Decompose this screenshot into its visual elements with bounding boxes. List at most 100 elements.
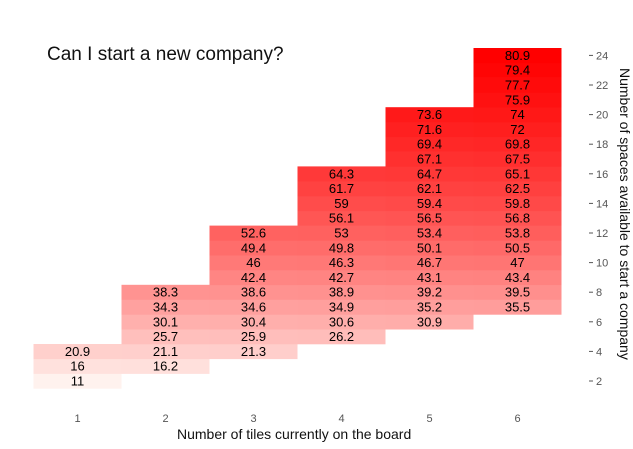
heatmap-cell-label: 61.7 (329, 181, 354, 196)
heatmap-cell (385, 240, 474, 256)
heatmap-cell-label: 34.3 (153, 300, 178, 315)
heatmap-cell (121, 358, 210, 374)
heatmap-cell-label: 26.2 (329, 329, 354, 344)
heatmap-cell-label: 47 (510, 255, 524, 270)
heatmap-cell (473, 136, 562, 152)
heatmap-cell (473, 151, 562, 167)
x-tick-label: 3 (250, 413, 256, 425)
heatmap-cell (385, 270, 474, 286)
heatmap-cell-label: 62.5 (505, 181, 530, 196)
heatmap-cell (385, 122, 474, 138)
heatmap-cell (473, 255, 562, 271)
x-tick-label: 4 (338, 413, 344, 425)
heatmap-cell (385, 181, 474, 197)
heatmap-cell-label: 65.1 (505, 166, 530, 181)
heatmap-cell (121, 344, 210, 360)
heatmap-cell (209, 344, 298, 360)
heatmap-cell (473, 62, 562, 78)
y-tick-label: 8 (596, 287, 602, 299)
y-tick-label: 4 (596, 346, 602, 358)
heatmap-cell (385, 136, 474, 152)
heatmap-cell (297, 240, 386, 256)
heatmap-cell-label: 39.2 (417, 285, 442, 300)
y-tick-label: 20 (596, 110, 608, 122)
heatmap-cell-label: 53 (334, 226, 348, 241)
heatmap-cell-label: 42.4 (241, 270, 266, 285)
heatmap-cell (473, 225, 562, 241)
heatmap-cell (209, 225, 298, 241)
heatmap-cell-label: 30.4 (241, 314, 266, 329)
heatmap-cell-label: 25.9 (241, 329, 266, 344)
heatmap-cell (473, 299, 562, 315)
heatmap-cell (297, 181, 386, 197)
heatmap-cell-label: 69.4 (417, 137, 442, 152)
y-tick-label: 10 (596, 258, 608, 270)
heatmap-cell-label: 38.3 (153, 285, 178, 300)
heatmap-cell-label: 35.5 (505, 300, 530, 315)
y-tick-label: 14 (596, 198, 608, 210)
heatmap-cell (297, 255, 386, 271)
heatmap-cell (385, 299, 474, 315)
y-tick-label: 18 (596, 139, 608, 151)
heatmap-cell (121, 284, 210, 300)
heatmap-cell (473, 181, 562, 197)
heatmap-cell (385, 284, 474, 300)
heatmap-cell-label: 39.5 (505, 285, 530, 300)
heatmap-cell (385, 314, 474, 330)
heatmap-cell (297, 284, 386, 300)
heatmap-cell (473, 270, 562, 286)
heatmap-cell-label: 38.6 (241, 285, 266, 300)
y-tick-label: 2 (596, 376, 602, 388)
heatmap-cell-label: 79.4 (505, 63, 530, 78)
heatmap-cell-label: 53.8 (505, 226, 530, 241)
heatmap-cell-label: 59.4 (417, 196, 442, 211)
heatmap-cell-label: 67.1 (417, 152, 442, 167)
heatmap-cell (297, 166, 386, 182)
heatmap-cell-label: 25.7 (153, 329, 178, 344)
heatmap-cell (297, 299, 386, 315)
heatmap-cell-label: 59.8 (505, 196, 530, 211)
heatmap-cells (33, 48, 562, 389)
heatmap-cell (473, 77, 562, 93)
heatmap-cell-label: 42.7 (329, 270, 354, 285)
heatmap-cell-label: 69.8 (505, 137, 530, 152)
heatmap-cell-label: 34.9 (329, 300, 354, 315)
heatmap-cell (33, 344, 122, 360)
heatmap-cell-label: 62.1 (417, 181, 442, 196)
heatmap-cell (385, 255, 474, 271)
heatmap-cell-label: 49.8 (329, 240, 354, 255)
heatmap-cell-label: 16.2 (153, 359, 178, 374)
heatmap-cell-label: 56.5 (417, 211, 442, 226)
heatmap-cell-label: 35.2 (417, 300, 442, 315)
heatmap-cell-label: 53.4 (417, 226, 442, 241)
heatmap-cell-label: 72 (510, 122, 524, 137)
heatmap-cell-label: 56.1 (329, 211, 354, 226)
x-tick-label: 5 (426, 413, 432, 425)
heatmap-cell-label: 59 (334, 196, 348, 211)
heatmap-cell-label: 30.6 (329, 314, 354, 329)
heatmap-cell-label: 49.4 (241, 240, 266, 255)
heatmap-cell-label: 46 (246, 255, 260, 270)
heatmap-cell-label: 50.5 (505, 240, 530, 255)
heatmap-cell-label: 34.6 (241, 300, 266, 315)
heatmap-cell (385, 210, 474, 226)
heatmap-cell (473, 210, 562, 226)
heatmap-cell-label: 46.7 (417, 255, 442, 270)
x-axis-label: Number of tiles currently on the board (177, 426, 412, 442)
heatmap-cell-label: 73.6 (417, 107, 442, 122)
heatmap-cell (473, 284, 562, 300)
heatmap-cell (209, 284, 298, 300)
x-tick-label: 6 (514, 413, 520, 425)
heatmap-cell-label: 30.1 (153, 314, 178, 329)
heatmap-cell-label: 43.1 (417, 270, 442, 285)
heatmap-cell (209, 329, 298, 345)
heatmap-cell (297, 329, 386, 345)
heatmap-cell-label: 38.9 (329, 285, 354, 300)
heatmap-cell (297, 210, 386, 226)
heatmap-cell-label: 11 (71, 374, 85, 389)
heatmap-cell (297, 314, 386, 330)
heatmap-cell-label: 21.1 (153, 344, 178, 359)
heatmap-cell-label: 46.3 (329, 255, 354, 270)
heatmap-cell (473, 166, 562, 182)
